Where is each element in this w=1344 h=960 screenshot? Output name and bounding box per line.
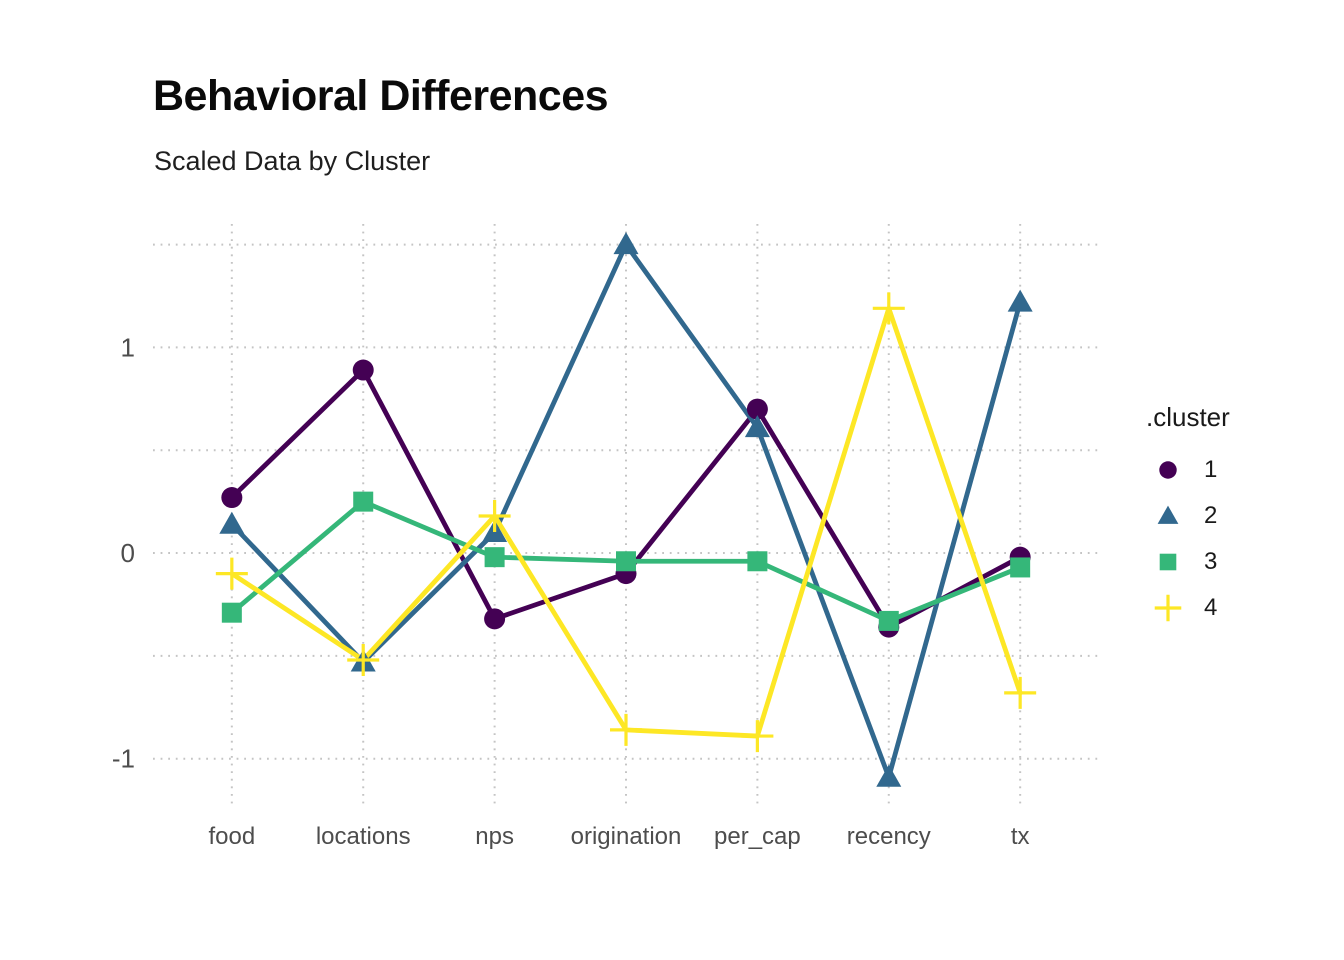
x-tick-label: per_cap bbox=[714, 823, 801, 850]
y-tick-label: -1 bbox=[112, 744, 135, 774]
marker-cluster-4-food bbox=[215, 557, 248, 590]
marker-cluster-1-locations bbox=[352, 359, 374, 381]
square-legend-icon bbox=[1159, 553, 1177, 571]
y-tick-label: 0 bbox=[121, 538, 135, 568]
legend-item-label: 1 bbox=[1204, 456, 1218, 483]
marker-cluster-4-tx bbox=[1004, 676, 1037, 709]
cross-legend-glyph bbox=[1154, 594, 1182, 622]
marker-cluster-4-recency bbox=[872, 292, 905, 325]
legend-items: 1 2 3 4 bbox=[1146, 447, 1230, 631]
marker-cluster-4-locations bbox=[347, 643, 380, 676]
legend-item-2: 2 bbox=[1146, 493, 1230, 539]
legend-item-3: 3 bbox=[1146, 539, 1230, 585]
x-tick-label: recency bbox=[847, 823, 931, 850]
marker-cluster-2-tx bbox=[1007, 289, 1033, 312]
marker-cluster-3-locations bbox=[353, 491, 374, 512]
y-tick-label: 1 bbox=[121, 332, 135, 362]
marker-cluster-3-tx bbox=[1010, 557, 1031, 578]
cross-legend-icon bbox=[1154, 594, 1182, 622]
marker-cluster-2-per_cap bbox=[744, 415, 770, 438]
marker-cluster-3-food bbox=[221, 602, 242, 623]
x-tick-label: food bbox=[208, 823, 255, 850]
marker-cluster-1-food bbox=[221, 487, 243, 509]
legend-item-label: 3 bbox=[1204, 548, 1218, 575]
x-tick-label: locations bbox=[316, 823, 411, 850]
chart-subtitle: Scaled Data by Cluster bbox=[154, 146, 431, 176]
legend-title: .cluster bbox=[1146, 402, 1230, 432]
x-tick-label: nps bbox=[475, 823, 514, 850]
marker-cluster-3-nps bbox=[484, 547, 505, 568]
x-tick-label: origination bbox=[571, 823, 682, 850]
marker-cluster-2-food bbox=[219, 511, 245, 534]
triangle-legend-glyph bbox=[1157, 505, 1179, 524]
legend: .cluster 1 2 3 4 bbox=[1146, 402, 1230, 631]
legend-item-4: 4 bbox=[1146, 585, 1230, 631]
marker-cluster-1-nps bbox=[484, 608, 506, 630]
marker-cluster-3-recency bbox=[878, 610, 899, 631]
legend-item-1: 1 bbox=[1146, 447, 1230, 493]
axis-labels: 1 0 -1 food locations nps origination per_cap re… bbox=[112, 332, 1030, 850]
marker-cluster-2-origination bbox=[613, 232, 639, 255]
circle-legend-icon bbox=[1159, 461, 1177, 479]
chart-title: Behavioral Differences bbox=[153, 72, 609, 120]
circle-legend-glyph bbox=[1159, 461, 1177, 479]
x-tick-label: tx bbox=[1011, 823, 1030, 850]
square-legend-glyph bbox=[1159, 553, 1177, 571]
marker-cluster-3-per_cap bbox=[747, 551, 768, 572]
series-markers bbox=[215, 232, 1037, 787]
marker-cluster-4-nps bbox=[478, 500, 511, 533]
marker-cluster-2-recency bbox=[876, 764, 902, 787]
marker-cluster-1-per_cap bbox=[746, 398, 768, 420]
marker-cluster-4-per_cap bbox=[741, 720, 774, 753]
marker-cluster-3-origination bbox=[616, 551, 636, 572]
legend-item-label: 2 bbox=[1204, 502, 1218, 529]
triangle-legend-icon bbox=[1157, 505, 1179, 524]
marker-cluster-4-origination bbox=[610, 713, 642, 746]
legend-item-label: 4 bbox=[1204, 594, 1218, 621]
